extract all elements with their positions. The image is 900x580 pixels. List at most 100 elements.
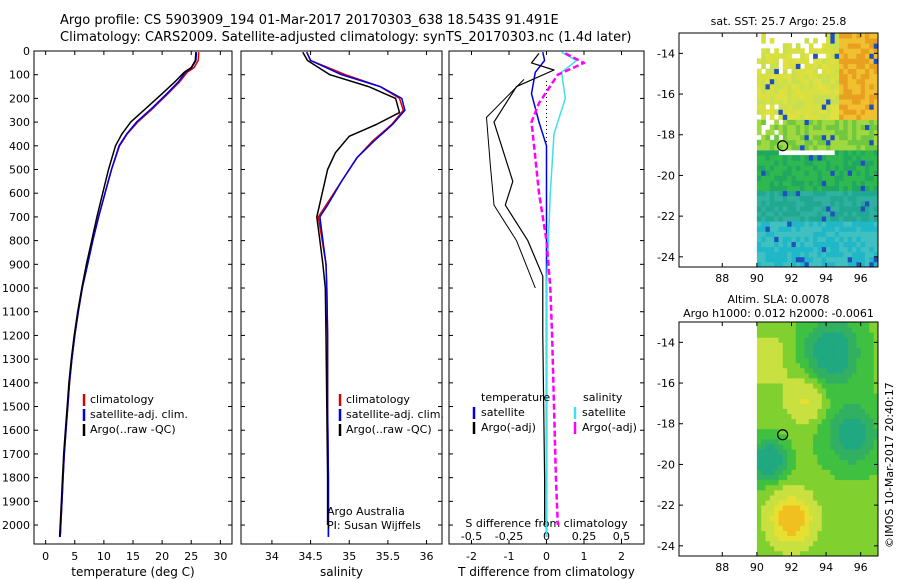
map-cell xyxy=(778,464,784,470)
map-cell xyxy=(787,170,792,176)
map-cell xyxy=(869,83,874,90)
map-cell xyxy=(787,408,792,414)
map-cell xyxy=(821,261,827,268)
map-cell xyxy=(813,104,818,110)
map-cell xyxy=(782,347,788,353)
map-cell xyxy=(826,398,831,404)
map-cell xyxy=(769,515,775,521)
map-cell xyxy=(843,170,849,176)
map-cell xyxy=(769,510,775,516)
map-cell xyxy=(865,525,870,531)
map-cell xyxy=(774,347,779,353)
map-cell xyxy=(830,383,836,389)
map-cell xyxy=(804,221,810,227)
map-cell xyxy=(847,464,853,470)
map-cell xyxy=(769,337,775,343)
map-subtitle: Argo h1000: 0.012 h2000: -0.0061 xyxy=(683,307,874,320)
map-cell xyxy=(856,444,862,450)
legend-label: Argo(-adj) xyxy=(481,421,536,434)
map-cell xyxy=(787,464,792,470)
map-cell xyxy=(865,393,870,399)
map-cell xyxy=(834,535,840,542)
map-cell xyxy=(817,479,823,486)
map-cell xyxy=(839,322,844,328)
map-cell xyxy=(860,134,866,141)
map-cell xyxy=(817,525,823,531)
map-cell xyxy=(787,180,792,186)
map-cell xyxy=(839,495,844,501)
map-cell xyxy=(804,378,810,384)
map-cell xyxy=(834,515,840,521)
map-cell xyxy=(756,474,762,481)
map-cell xyxy=(869,479,874,486)
map-cell xyxy=(795,206,801,212)
map-cell xyxy=(813,383,818,389)
map-cell xyxy=(782,495,788,501)
map-cell xyxy=(834,378,840,384)
map-cell xyxy=(843,525,849,531)
map-cell xyxy=(817,256,823,263)
map-cell xyxy=(865,449,870,455)
map-cell xyxy=(808,474,814,481)
map-cell xyxy=(843,510,849,516)
map-cell xyxy=(778,505,784,511)
map-cell xyxy=(778,428,784,435)
map-cell xyxy=(830,129,836,136)
map-cell xyxy=(765,525,771,531)
map-cell xyxy=(839,403,844,409)
map-cell xyxy=(843,114,849,120)
map-cell xyxy=(791,505,797,511)
map-cell xyxy=(860,78,866,85)
map-cell xyxy=(860,454,866,460)
map-cell xyxy=(843,322,849,328)
map-cell xyxy=(782,469,788,475)
map-cell xyxy=(804,180,810,186)
map-cell xyxy=(847,550,853,557)
map-cell xyxy=(800,180,805,186)
map-cell xyxy=(869,378,874,384)
map-cell xyxy=(808,236,814,242)
map-cell xyxy=(791,94,797,100)
map-cell xyxy=(804,119,810,125)
map-cell xyxy=(847,200,853,207)
map-cell xyxy=(873,433,879,440)
y-tick-label: -16 xyxy=(657,377,675,390)
map-cell xyxy=(826,413,831,420)
map-cell xyxy=(778,388,784,394)
map-cell xyxy=(778,322,784,328)
map-cell xyxy=(761,53,766,59)
map-cell xyxy=(821,535,827,542)
map-cell xyxy=(834,550,840,557)
map-cell xyxy=(782,388,788,394)
map-cell xyxy=(821,362,827,369)
map-cell xyxy=(821,43,827,49)
map-cell xyxy=(860,378,866,384)
map-cell xyxy=(817,89,823,95)
map-cell xyxy=(813,221,818,227)
map-cell xyxy=(795,423,801,430)
map-cell xyxy=(756,489,762,496)
map-cell xyxy=(804,393,810,399)
map-cell xyxy=(765,474,771,481)
map-cell xyxy=(787,206,792,212)
map-cell xyxy=(804,464,810,470)
map-cell xyxy=(800,94,805,100)
map-cell xyxy=(821,474,827,481)
map-cell xyxy=(782,175,788,181)
map-cell xyxy=(834,423,840,430)
map-cell xyxy=(852,256,857,263)
map-cell xyxy=(873,114,879,120)
map-cell xyxy=(765,479,771,486)
map-cell xyxy=(847,418,853,425)
map-cell xyxy=(782,160,788,166)
map-cell xyxy=(869,165,874,171)
map-cell xyxy=(795,530,801,537)
map-cell xyxy=(847,48,853,54)
map-cell xyxy=(830,342,836,348)
map-cell xyxy=(873,104,879,110)
map-cell xyxy=(860,165,866,171)
map-cell xyxy=(821,99,827,105)
map-cell xyxy=(834,489,840,496)
map-cell xyxy=(839,139,844,146)
map-cell xyxy=(765,139,771,146)
